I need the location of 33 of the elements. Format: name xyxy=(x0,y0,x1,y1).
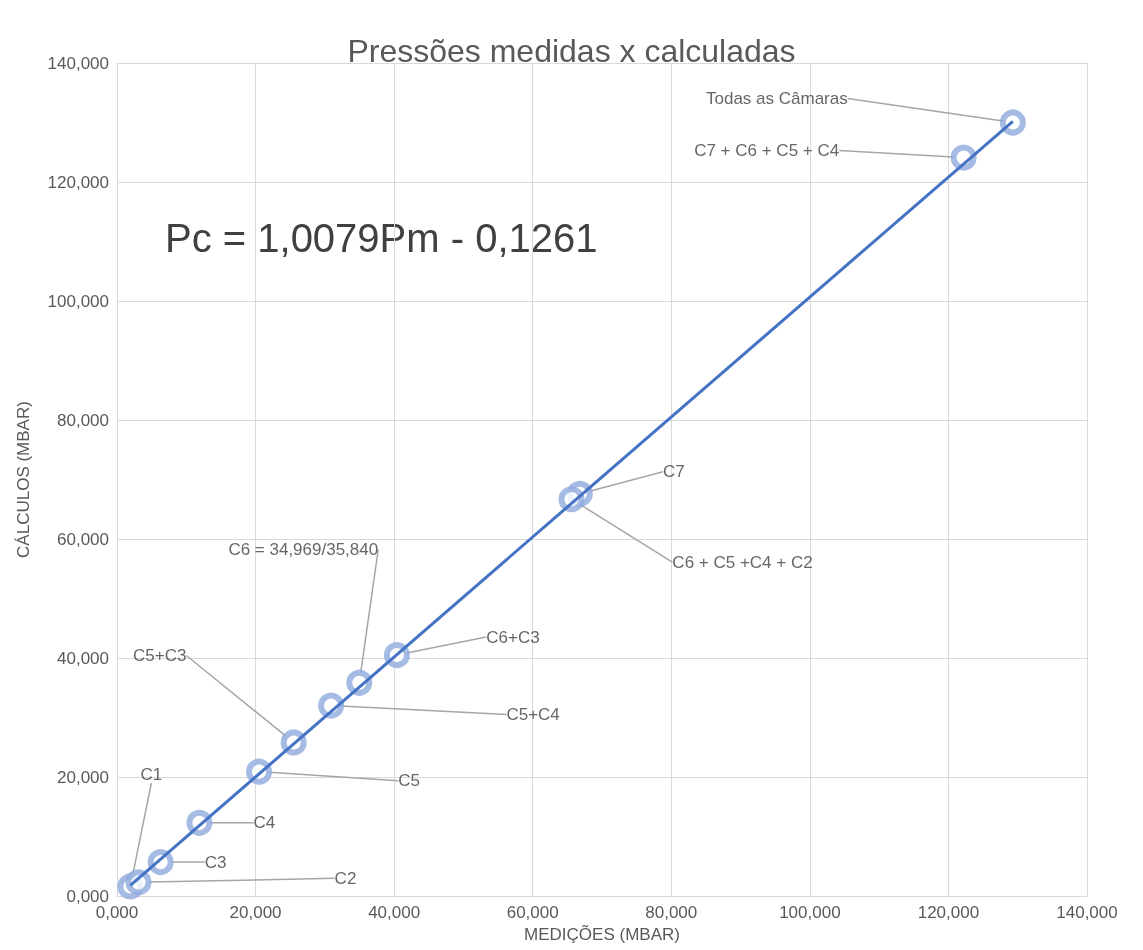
data-label: C5+C3 xyxy=(132,645,187,665)
data-label: C7 + C6 + C5 + C4 xyxy=(694,141,840,161)
x-axis-title: MEDIÇÕES (MBAR) xyxy=(524,925,680,944)
data-label: C5+C4 xyxy=(506,705,560,725)
data-label: C4 xyxy=(253,813,276,833)
x-tick-label: 0,000 xyxy=(95,903,139,922)
y-tick-label: 140,000 xyxy=(47,53,109,73)
y-tick-label: 60,000 xyxy=(57,529,109,549)
data-label: C6+C3 xyxy=(486,627,540,647)
x-tick-label: 20,000 xyxy=(229,903,282,922)
data-label: C1 xyxy=(140,764,163,784)
data-label: C3 xyxy=(204,852,227,872)
x-tick-label: 40,000 xyxy=(368,903,421,922)
data-label: C6 = 34,969/35,840 xyxy=(228,540,379,560)
y-axis-title: CÁLCULOS (MBAR) xyxy=(14,401,33,558)
y-tick-label: 20,000 xyxy=(57,767,109,787)
data-label: C5 xyxy=(398,771,420,791)
x-tick-label: 80,000 xyxy=(645,903,698,922)
x-tick-label: 120,000 xyxy=(917,903,980,922)
annotation: Pc = 1,0079Pm - 0,1261 xyxy=(165,216,598,260)
y-tick-label: 120,000 xyxy=(47,172,109,192)
x-tick-label: 140,000 xyxy=(1056,903,1118,922)
y-tick-label: 0,000 xyxy=(66,886,109,906)
data-label: C2 xyxy=(334,868,357,888)
data-label: C6 + C5 +C4 + C2 xyxy=(672,552,813,572)
chart-title: Pressões medidas x calculadas xyxy=(347,33,796,69)
x-tick-label: 60,000 xyxy=(506,903,559,922)
data-label: Todas as Câmaras xyxy=(706,89,848,108)
data-label: C7 xyxy=(662,462,685,482)
y-tick-label: 100,000 xyxy=(47,291,109,311)
x-tick-label: 100,000 xyxy=(779,903,841,922)
y-tick-label: 40,000 xyxy=(57,648,109,668)
y-tick-label: 80,000 xyxy=(57,410,109,430)
